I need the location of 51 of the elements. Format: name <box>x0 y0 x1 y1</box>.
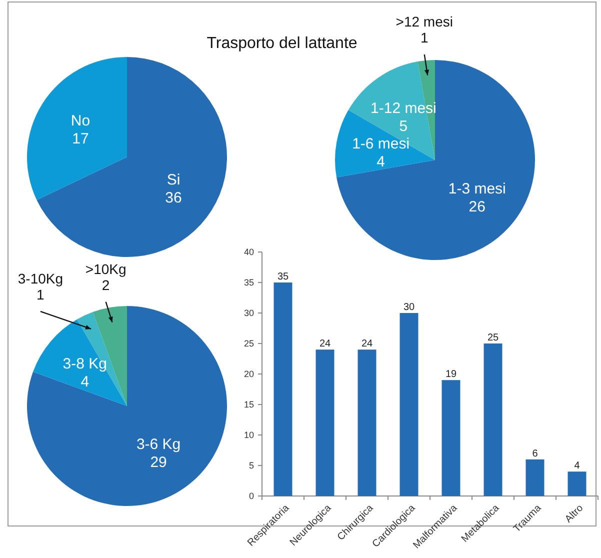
slice-label: 3-6 Kg <box>136 436 181 454</box>
data-label: 26 <box>468 198 486 216</box>
bar <box>568 472 586 496</box>
data-label: 30 <box>403 302 415 313</box>
slice-label: 3-8 Kg <box>62 356 107 373</box>
y-tick-label: 40 <box>244 247 254 258</box>
y-tick-label: 35 <box>244 278 254 288</box>
slice-label: >10Kg <box>85 260 126 277</box>
pie-slice <box>336 60 535 260</box>
data-label: 19 <box>445 369 457 380</box>
data-label: 29 <box>150 454 167 472</box>
bar <box>526 459 544 496</box>
y-tick-label: 10 <box>244 430 254 440</box>
pie-slice <box>27 306 227 506</box>
slice-label: Si <box>166 171 180 188</box>
data-label: 36 <box>165 189 182 206</box>
pie-slice <box>36 57 227 257</box>
data-label: 4 <box>574 460 580 472</box>
data-label: 2 <box>102 276 110 293</box>
slice-label: 1-6 mesi <box>352 135 410 152</box>
bar <box>358 350 376 496</box>
data-label: 1 <box>420 29 428 46</box>
y-tick-label: 0 <box>248 491 254 502</box>
data-label: 17 <box>72 130 89 148</box>
y-tick-label: 20 <box>244 369 254 380</box>
y-tick-label: 5 <box>248 460 254 471</box>
bar <box>400 313 418 496</box>
bar <box>484 344 502 496</box>
slice-label: No <box>70 112 90 130</box>
data-label: 24 <box>361 338 373 350</box>
slice-label: 1-12 mesi <box>370 100 436 117</box>
bar <box>316 350 334 496</box>
y-tick-label: 25 <box>244 338 254 349</box>
slice-label: 3-10Kg <box>18 270 64 286</box>
data-label: 25 <box>487 332 499 344</box>
pie-slice <box>33 319 127 406</box>
slice-label: 1-3 mesi <box>448 180 506 198</box>
data-label: 5 <box>399 118 408 135</box>
pie-slice <box>27 57 127 200</box>
slice-label: >12 mesi <box>396 13 453 30</box>
data-label: 1 <box>36 286 45 302</box>
bar <box>442 380 460 496</box>
bar <box>274 282 292 496</box>
data-label: 4 <box>80 374 90 391</box>
y-tick-label: 15 <box>244 400 254 410</box>
data-label: 4 <box>376 153 386 170</box>
data-label: 6 <box>532 448 538 460</box>
y-tick-label: 30 <box>244 308 254 318</box>
data-label: 24 <box>319 338 331 350</box>
text: Trasporto del lattante <box>206 35 358 52</box>
data-label: 35 <box>277 272 289 282</box>
